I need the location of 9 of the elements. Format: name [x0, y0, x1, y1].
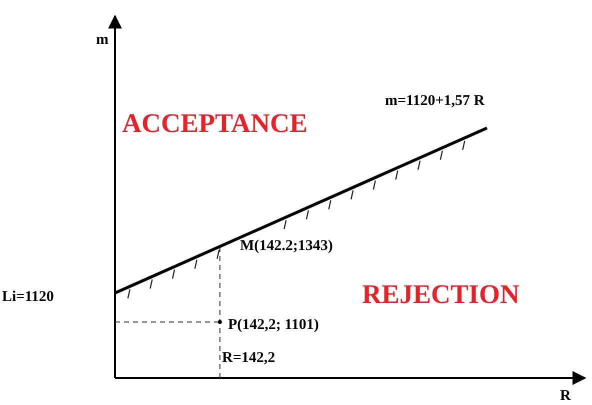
text: m=1120+1,57 R — [385, 93, 485, 109]
annotation: M(142.2;1343) — [240, 238, 333, 254]
annotation: REJECTION — [362, 279, 520, 309]
text: m — [96, 32, 109, 48]
annotation: ACCEPTANCE — [122, 108, 308, 138]
annotation: P(142,2; 1101) — [228, 317, 319, 333]
annotation: R=142,2 — [222, 350, 276, 366]
x-axis-title: R — [560, 388, 571, 404]
text: Li=1120 — [2, 289, 54, 305]
